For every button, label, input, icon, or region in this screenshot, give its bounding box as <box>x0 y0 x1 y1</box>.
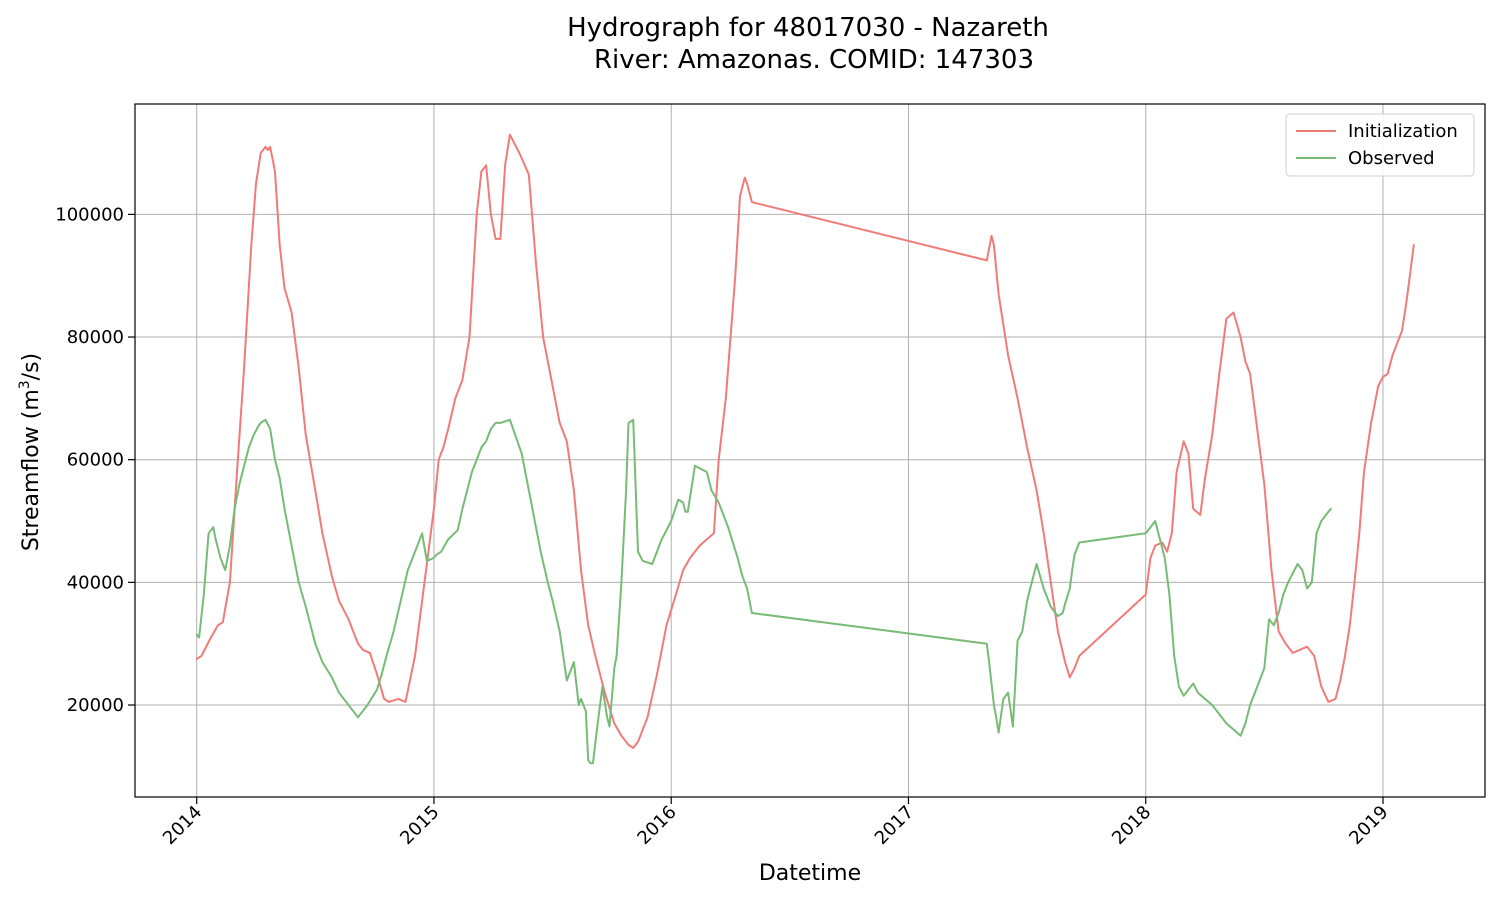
legend-label-initialization: Initialization <box>1348 121 1458 142</box>
legend: Initialization Observed <box>1285 113 1475 177</box>
y-axis-label-main: Streamflow (m <box>19 389 44 551</box>
y-tick-label: 40000 <box>67 572 124 593</box>
y-tick-label: 60000 <box>67 450 124 471</box>
y-tick-label: 100000 <box>55 204 124 225</box>
series-layer <box>195 133 1415 765</box>
legend-label-observed: Observed <box>1348 148 1435 169</box>
series-line-observed <box>195 418 1332 765</box>
grid <box>135 104 1485 797</box>
x-axis-label: Datetime <box>759 861 861 886</box>
series-line-initialization <box>195 133 1415 749</box>
chart-subtitle: River: Amazonas. COMID: 147303 <box>594 45 1034 75</box>
y-tick-label: 20000 <box>67 695 124 716</box>
y-axis-label-superscript: 3 <box>17 380 33 389</box>
plot-frame <box>134 103 1486 798</box>
y-tick-label: 80000 <box>67 327 124 348</box>
y-axis-label-end: /s) <box>19 353 44 380</box>
legend-box <box>1285 113 1475 177</box>
chart-title: Hydrograph for 48017030 - Nazareth <box>567 13 1049 43</box>
y-axis-label: Streamflow (m3/s) <box>17 353 44 551</box>
